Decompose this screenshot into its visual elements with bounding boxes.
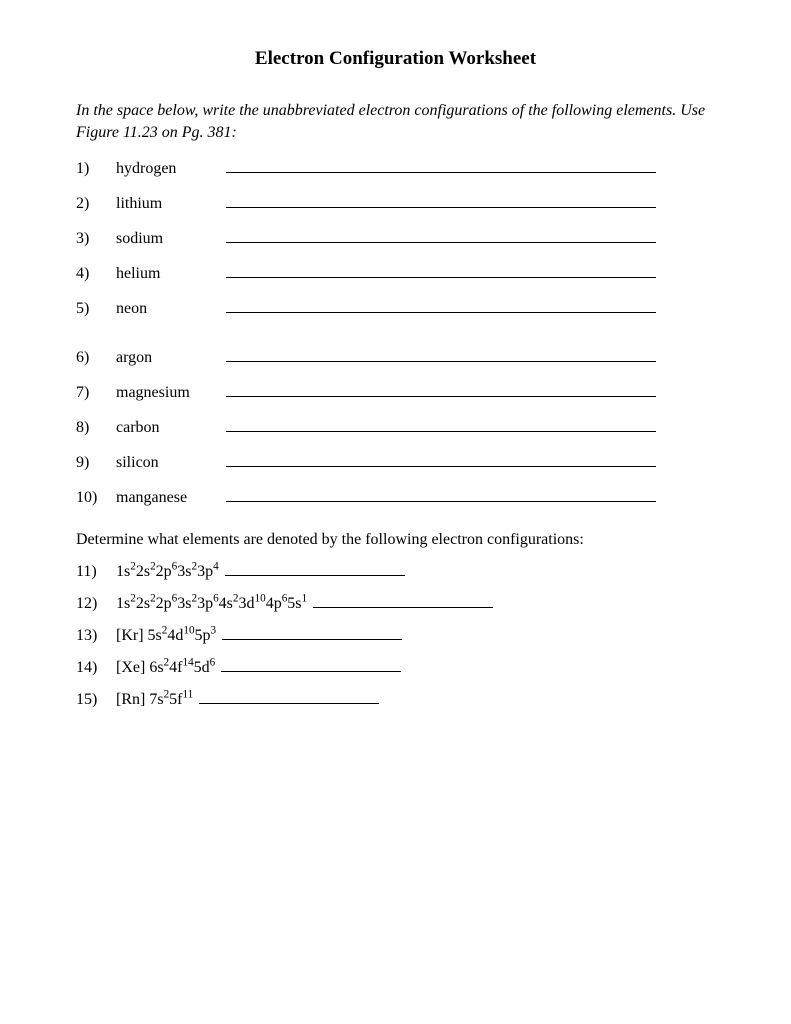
question-row: 13)[Kr] 5s24d105p3	[76, 627, 715, 645]
answer-blank[interactable]	[226, 346, 656, 362]
question-row: 4)helium	[76, 262, 715, 283]
answer-blank[interactable]	[225, 575, 405, 576]
answer-blank[interactable]	[226, 192, 656, 208]
electron-config: [Rn] 7s25f11	[116, 691, 193, 709]
answer-blank[interactable]	[226, 416, 656, 432]
question-number: 3)	[76, 230, 116, 248]
electron-config: 1s22s22p63s23p64s23d104p65s1	[116, 595, 307, 613]
question-number: 10)	[76, 489, 116, 507]
question-row: 10)manganese	[76, 486, 715, 507]
element-label: carbon	[116, 419, 226, 437]
question-list-1a: 1)hydrogen2)lithium3)sodium4)helium5)neo…	[76, 157, 715, 318]
page-title: Electron Configuration Worksheet	[76, 48, 715, 70]
answer-blank[interactable]	[199, 703, 379, 704]
question-row: 14)[Xe] 6s24f145d6	[76, 659, 715, 677]
question-number: 14)	[76, 659, 116, 677]
question-row: 3)sodium	[76, 227, 715, 248]
answer-blank[interactable]	[226, 262, 656, 278]
answer-blank[interactable]	[221, 671, 401, 672]
question-number: 12)	[76, 595, 116, 613]
worksheet-page: Electron Configuration Worksheet In the …	[0, 0, 791, 1024]
element-label: lithium	[116, 195, 226, 213]
electron-config: 1s22s22p63s23p4	[116, 563, 219, 581]
question-row: 6)argon	[76, 346, 715, 367]
element-label: hydrogen	[116, 160, 226, 178]
question-number: 6)	[76, 349, 116, 367]
electron-config: [Xe] 6s24f145d6	[116, 659, 215, 677]
question-row: 8)carbon	[76, 416, 715, 437]
question-number: 4)	[76, 265, 116, 283]
question-number: 9)	[76, 454, 116, 472]
element-label: magnesium	[116, 384, 226, 402]
question-number: 1)	[76, 160, 116, 178]
answer-blank[interactable]	[226, 451, 656, 467]
element-label: helium	[116, 265, 226, 283]
question-number: 5)	[76, 300, 116, 318]
electron-config: [Kr] 5s24d105p3	[116, 627, 216, 645]
question-number: 7)	[76, 384, 116, 402]
question-row: 1)hydrogen	[76, 157, 715, 178]
question-list-2: 11)1s22s22p63s23p412)1s22s22p63s23p64s23…	[76, 563, 715, 709]
question-number: 2)	[76, 195, 116, 213]
element-label: silicon	[116, 454, 226, 472]
question-row: 5)neon	[76, 297, 715, 318]
answer-blank[interactable]	[226, 486, 656, 502]
question-row: 15)[Rn] 7s25f11	[76, 691, 715, 709]
question-number: 8)	[76, 419, 116, 437]
element-label: sodium	[116, 230, 226, 248]
question-number: 13)	[76, 627, 116, 645]
instructions-section-2: Determine what elements are denoted by t…	[76, 531, 715, 549]
element-label: manganese	[116, 489, 226, 507]
question-row: 7)magnesium	[76, 381, 715, 402]
section-gap	[76, 332, 715, 346]
question-row: 11)1s22s22p63s23p4	[76, 563, 715, 581]
element-label: argon	[116, 349, 226, 367]
answer-blank[interactable]	[226, 157, 656, 173]
element-label: neon	[116, 300, 226, 318]
question-row: 9)silicon	[76, 451, 715, 472]
answer-blank[interactable]	[313, 607, 493, 608]
answer-blank[interactable]	[222, 639, 402, 640]
question-row: 12)1s22s22p63s23p64s23d104p65s1	[76, 595, 715, 613]
question-number: 11)	[76, 563, 116, 581]
question-row: 2)lithium	[76, 192, 715, 213]
question-list-1b: 6)argon7)magnesium8)carbon9)silicon10)ma…	[76, 346, 715, 507]
answer-blank[interactable]	[226, 381, 656, 397]
answer-blank[interactable]	[226, 297, 656, 313]
question-number: 15)	[76, 691, 116, 709]
instructions-section-1: In the space below, write the unabbrevia…	[76, 100, 715, 143]
answer-blank[interactable]	[226, 227, 656, 243]
